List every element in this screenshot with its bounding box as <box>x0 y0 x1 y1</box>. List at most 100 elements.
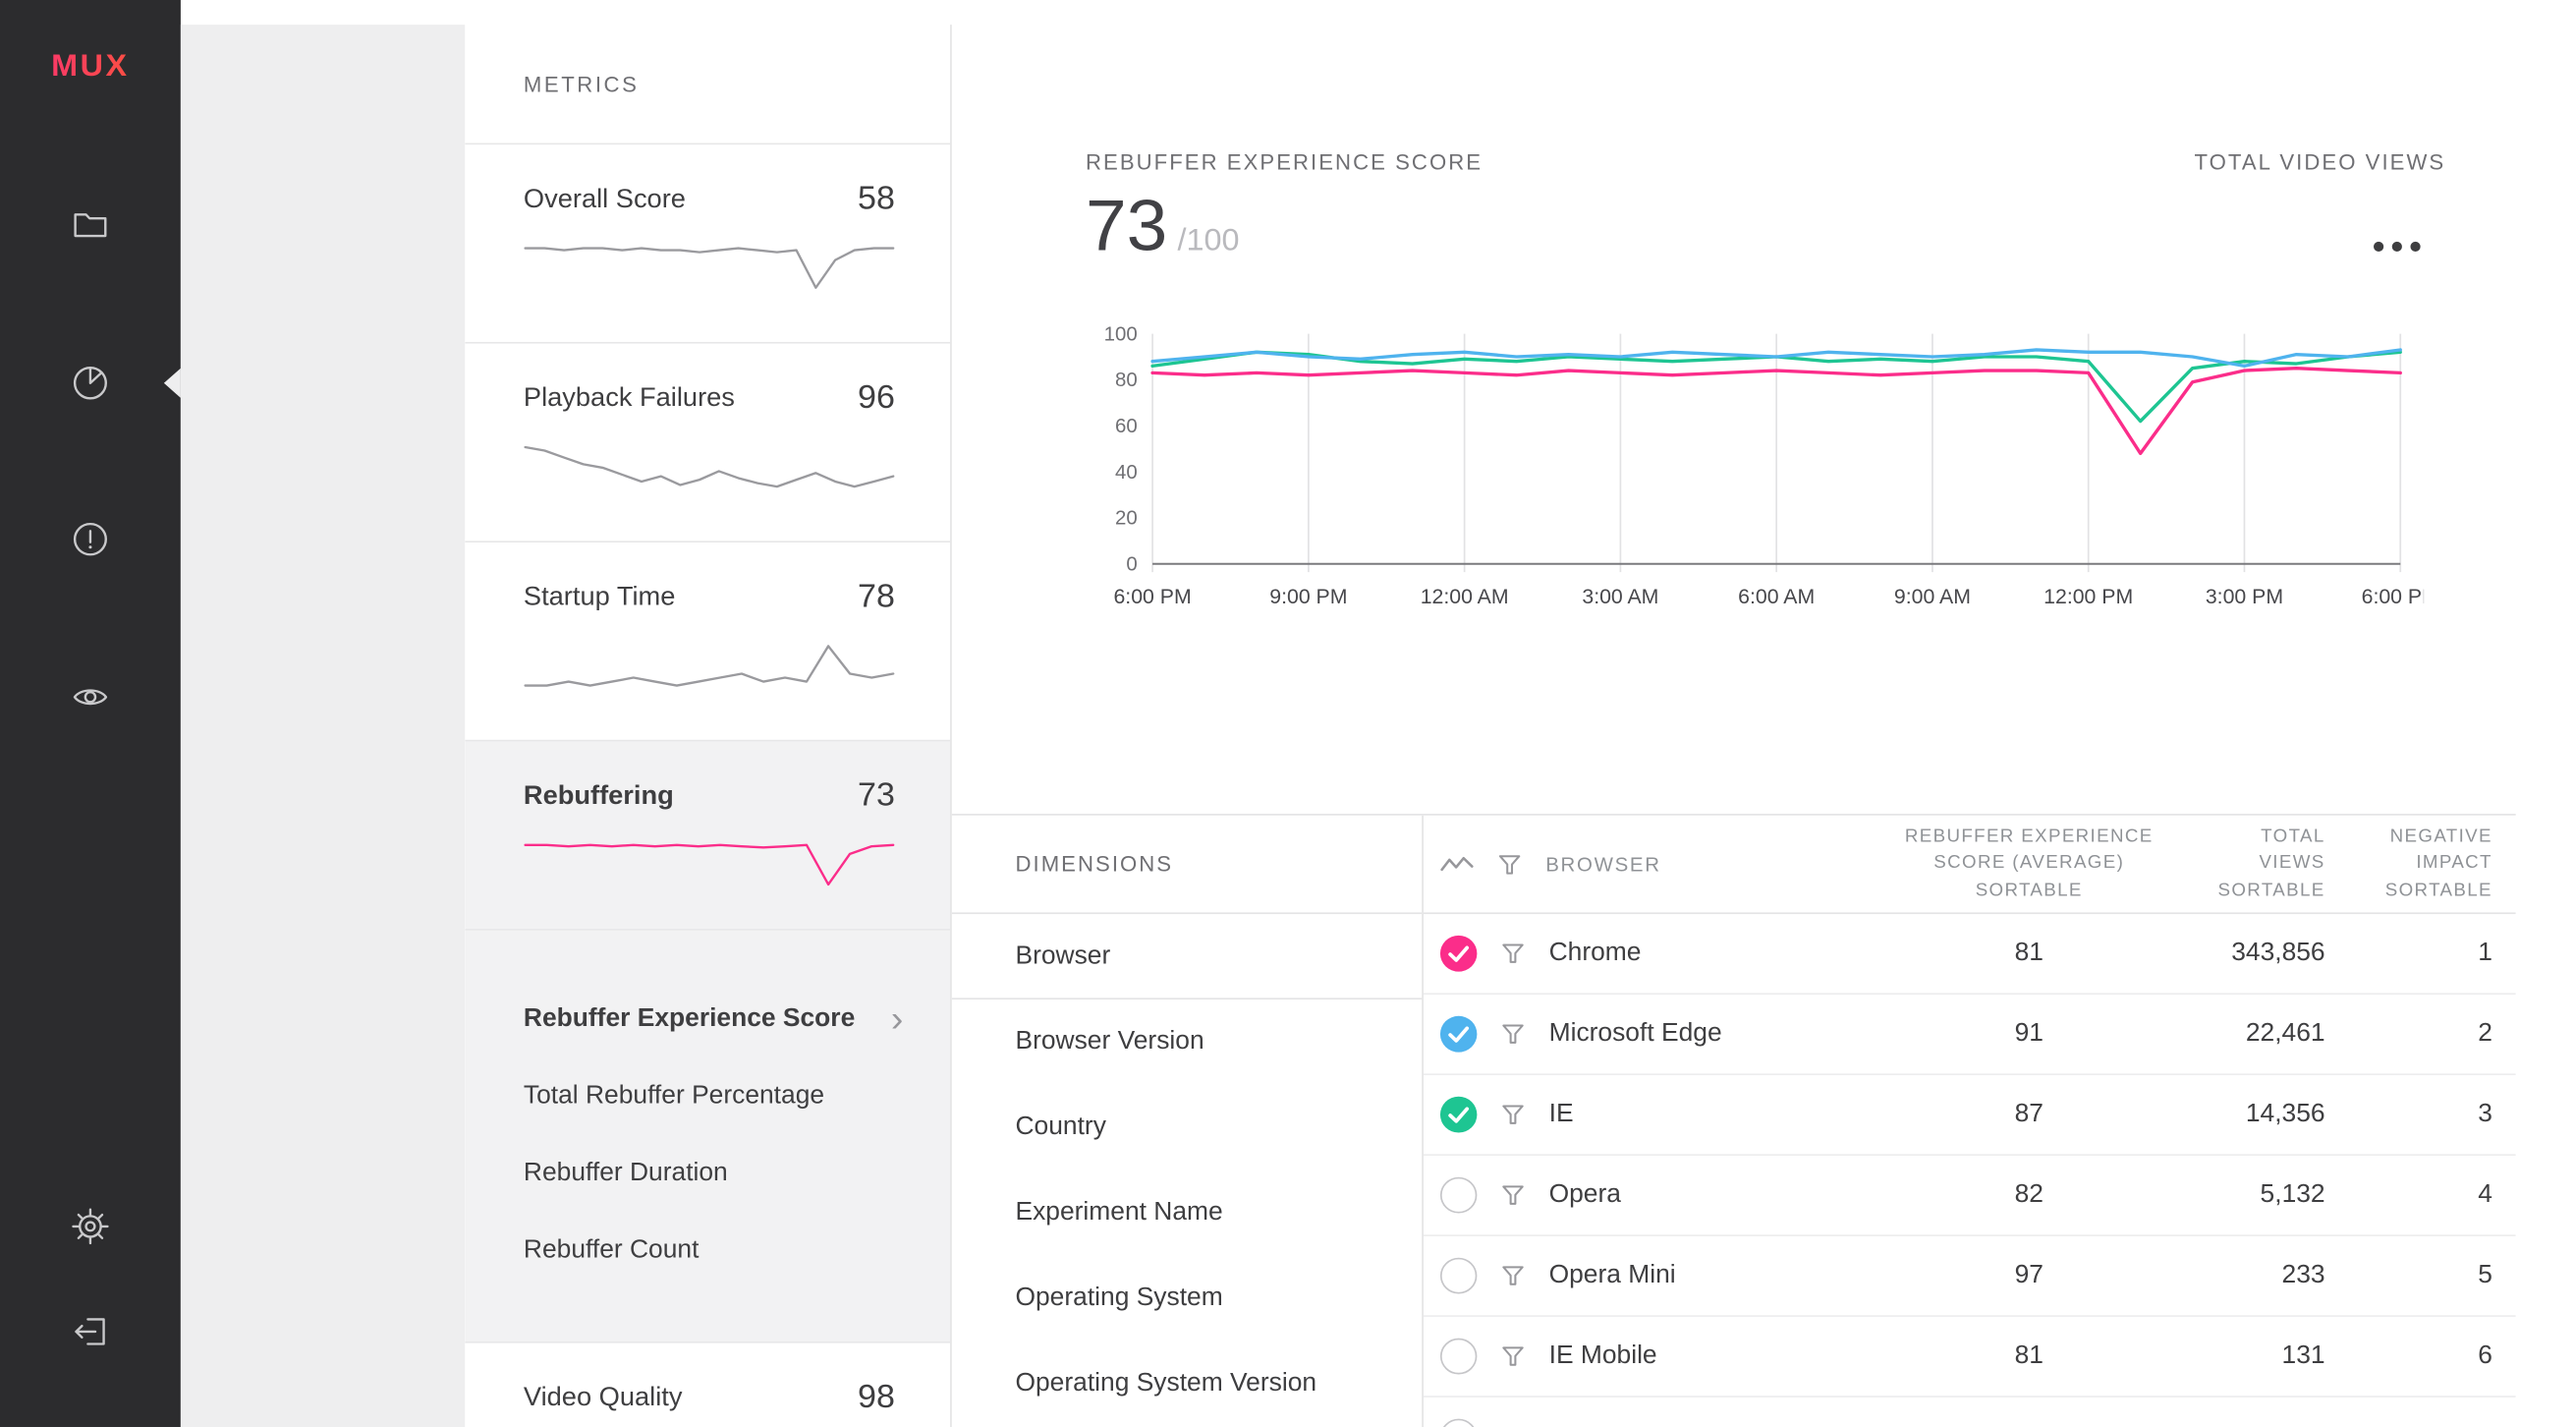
svg-text:6:00 AM: 6:00 AM <box>1738 586 1815 608</box>
dimension-item-operating-system-version[interactable]: Operating System Version <box>1015 1369 1317 1398</box>
views-cell: 22,461 <box>2245 1019 2325 1048</box>
browser-cell <box>1424 1418 1888 1427</box>
row-checkbox[interactable] <box>1439 1015 1478 1053</box>
metric-value: 73 <box>858 777 895 815</box>
settings-icon <box>72 1208 109 1245</box>
dimension-item-experiment-name[interactable]: Experiment Name <box>1015 1198 1223 1227</box>
metric-sparkline <box>524 843 895 886</box>
metric-label: Rebuffering <box>523 781 674 810</box>
column-header-impact[interactable]: NEGATIVE IMPACT SORTABLE <box>2348 824 2515 905</box>
metric-item-video-quality[interactable]: Video Quality 98 <box>465 1342 951 1427</box>
svg-text:0: 0 <box>1126 554 1137 576</box>
column-header-line: SORTABLE <box>2384 881 2492 901</box>
trend-icon <box>1440 856 1474 872</box>
impact-cell: 3 <box>2478 1100 2492 1128</box>
metric-label: Overall Score <box>523 185 686 213</box>
dimension-item-country[interactable]: Country <box>1015 1113 1106 1141</box>
sidebar-item-folder[interactable] <box>0 207 181 244</box>
filter-icon[interactable] <box>1498 854 1521 874</box>
column-header-views[interactable]: TOTAL VIEWS SORTABLE <box>2169 824 2348 905</box>
dimensions-panel: DIMENSIONS Browser Browser Version Country… <box>951 815 1424 1427</box>
column-header-score[interactable]: REBUFFER EXPERIENCE SCORE (AVERAGE) SORTAB… <box>1888 824 2169 905</box>
row-checkbox[interactable] <box>1439 935 1478 972</box>
table-row: IE 87 14,356 3 <box>1423 1075 2516 1156</box>
table-rows: Chrome 81 343,856 1 Microsoft Edge 91 22,461 2 I… <box>1423 914 2516 1427</box>
svg-text:20: 20 <box>1115 508 1138 530</box>
filter-icon[interactable] <box>1502 943 1524 963</box>
score-cell: 91 <box>2014 1019 2044 1048</box>
column-header-label: BROWSER <box>1545 852 1661 876</box>
views-cell: 5,132 <box>2260 1180 2325 1209</box>
browser-cell: Microsoft Edge <box>1424 1015 1888 1053</box>
browser-name: Opera <box>1548 1180 1621 1209</box>
metric-value: 98 <box>858 1379 895 1416</box>
metrics-list-after: Video Quality 98 <box>465 1342 951 1427</box>
filter-icon[interactable] <box>1502 1024 1524 1044</box>
filter-icon[interactable] <box>1502 1266 1524 1285</box>
metric-value: 58 <box>858 181 895 217</box>
mux-logo[interactable]: MUX <box>0 49 181 86</box>
table-header: BROWSER REBUFFER EXPERIENCE SCORE (AVERAGE… <box>1423 816 2516 915</box>
metric-sparkline <box>524 445 895 488</box>
column-header-line: SORTABLE <box>1975 881 2083 901</box>
column-header-line: NEGATIVE <box>2389 827 2492 847</box>
submetric-rebuffer-count[interactable]: Rebuffer Count <box>465 1212 950 1289</box>
sidebar: MUX <box>0 0 181 1427</box>
metric-item-rebuffering[interactable]: Rebuffering 73 <box>465 741 951 931</box>
sidebar-item-signout[interactable] <box>0 1314 181 1350</box>
metric-sparkline <box>524 247 895 289</box>
browser-name: IE Mobile <box>1548 1341 1657 1370</box>
metric-item-playback-failures[interactable]: Playback Failures 96 <box>465 343 951 543</box>
row-checkbox[interactable] <box>1439 1096 1478 1133</box>
metric-sparkline <box>524 645 895 687</box>
row-checkbox[interactable] <box>1439 1418 1478 1427</box>
score-cell: 97 <box>2014 1261 2044 1289</box>
bottom-section: DIMENSIONS Browser Browser Version Country… <box>951 814 2516 1427</box>
sidebar-item-settings[interactable] <box>0 1208 181 1245</box>
sign-out-icon <box>75 1318 105 1345</box>
dimension-item-browser[interactable]: Browser <box>951 914 1423 1000</box>
submetrics-list: Rebuffer Experience Score › Total Rebuffer… <box>465 930 951 1343</box>
submetric-label: Rebuffer Count <box>523 1235 700 1264</box>
main-panel: REBUFFER EXPERIENCE SCORE 73 /100 TOTAL … <box>950 25 2576 1427</box>
collapsed-panel <box>180 25 466 1427</box>
chart-title: REBUFFER EXPERIENCE SCORE <box>1085 149 1484 175</box>
filter-icon[interactable] <box>1502 1346 1524 1366</box>
ellipsis-menu-icon[interactable] <box>2373 235 2421 257</box>
sidebar-item-alerts[interactable] <box>0 521 181 557</box>
check-icon <box>1448 1107 1470 1123</box>
views-cell: 343,856 <box>2231 939 2325 967</box>
browser-cell: IE Mobile <box>1424 1338 1888 1375</box>
dimension-item-browser-version[interactable]: Browser Version <box>1015 1027 1204 1056</box>
submetric-rebuffer-duration[interactable]: Rebuffer Duration <box>465 1134 950 1212</box>
submetric-rebuffer-experience-score[interactable]: Rebuffer Experience Score › <box>465 980 950 1057</box>
metric-item-overall-score[interactable]: Overall Score 58 <box>465 144 951 344</box>
sidebar-item-metrics[interactable] <box>0 365 181 401</box>
row-checkbox[interactable] <box>1439 1176 1478 1214</box>
row-checkbox[interactable] <box>1439 1338 1478 1375</box>
dimension-item-operating-system[interactable]: Operating System <box>1015 1284 1223 1312</box>
metric-item-startup-time[interactable]: Startup Time 78 <box>465 542 951 742</box>
alert-icon <box>73 522 107 556</box>
column-header-line: VIEWS <box>2259 853 2325 874</box>
score-cell: 82 <box>2014 1180 2044 1209</box>
metric-label: Video Quality <box>523 1383 683 1412</box>
sidebar-item-views[interactable] <box>0 679 181 715</box>
svg-text:80: 80 <box>1115 370 1138 391</box>
row-checkbox[interactable] <box>1439 1257 1478 1294</box>
submetric-label: Total Rebuffer Percentage <box>523 1080 825 1110</box>
browser-name: Chrome <box>1548 939 1642 967</box>
score-denominator: /100 <box>1177 223 1240 258</box>
metric-label: Playback Failures <box>523 383 735 413</box>
submetric-label: Rebuffer Experience Score <box>523 1003 856 1032</box>
browser-name: Microsoft Edge <box>1548 1019 1722 1048</box>
pie-chart-icon <box>73 367 107 400</box>
filter-icon[interactable] <box>1502 1185 1524 1205</box>
submetric-total-rebuffer-percentage[interactable]: Total Rebuffer Percentage <box>465 1057 950 1135</box>
svg-text:60: 60 <box>1115 416 1138 437</box>
filter-icon[interactable] <box>1502 1105 1524 1124</box>
metric-value: 96 <box>858 379 895 417</box>
table-row <box>1424 1398 2516 1427</box>
svg-text:9:00 AM: 9:00 AM <box>1894 586 1971 608</box>
